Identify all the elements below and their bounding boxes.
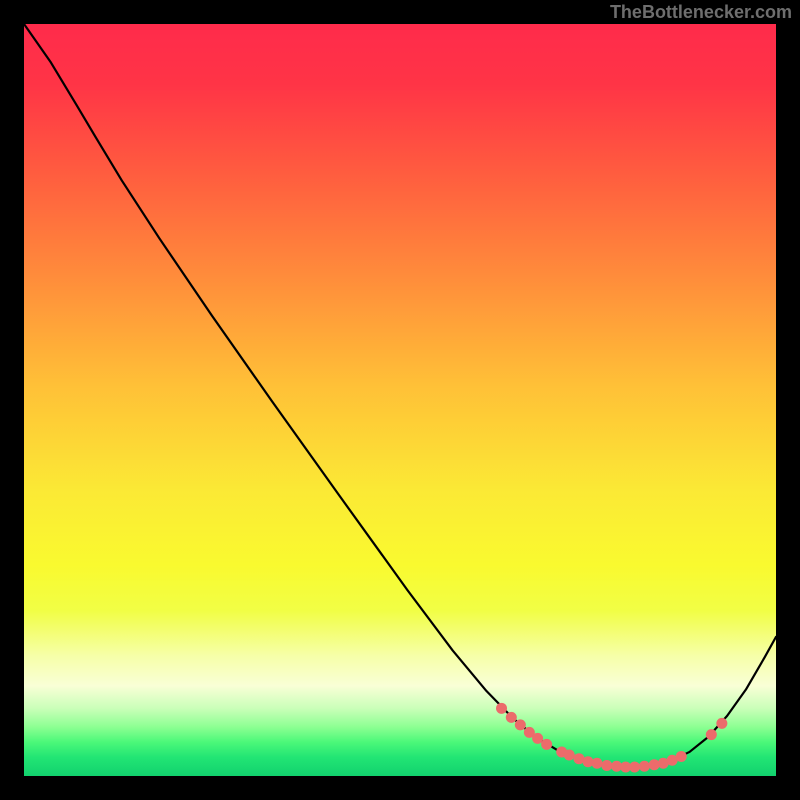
chart-svg bbox=[24, 24, 776, 776]
chart-marker bbox=[532, 733, 543, 744]
chart-area bbox=[24, 24, 776, 776]
chart-marker bbox=[592, 758, 603, 769]
chart-marker bbox=[515, 719, 526, 730]
chart-marker bbox=[676, 751, 687, 762]
chart-marker bbox=[706, 729, 717, 740]
chart-container: TheBottlenecker.com bbox=[0, 0, 800, 800]
chart-marker bbox=[564, 749, 575, 760]
chart-marker bbox=[541, 739, 552, 750]
watermark-text: TheBottlenecker.com bbox=[610, 2, 792, 23]
chart-background bbox=[24, 24, 776, 776]
chart-marker bbox=[496, 703, 507, 714]
chart-marker bbox=[639, 761, 650, 772]
chart-marker bbox=[716, 718, 727, 729]
chart-marker bbox=[601, 760, 612, 771]
chart-marker bbox=[506, 712, 517, 723]
chart-marker bbox=[629, 761, 640, 772]
